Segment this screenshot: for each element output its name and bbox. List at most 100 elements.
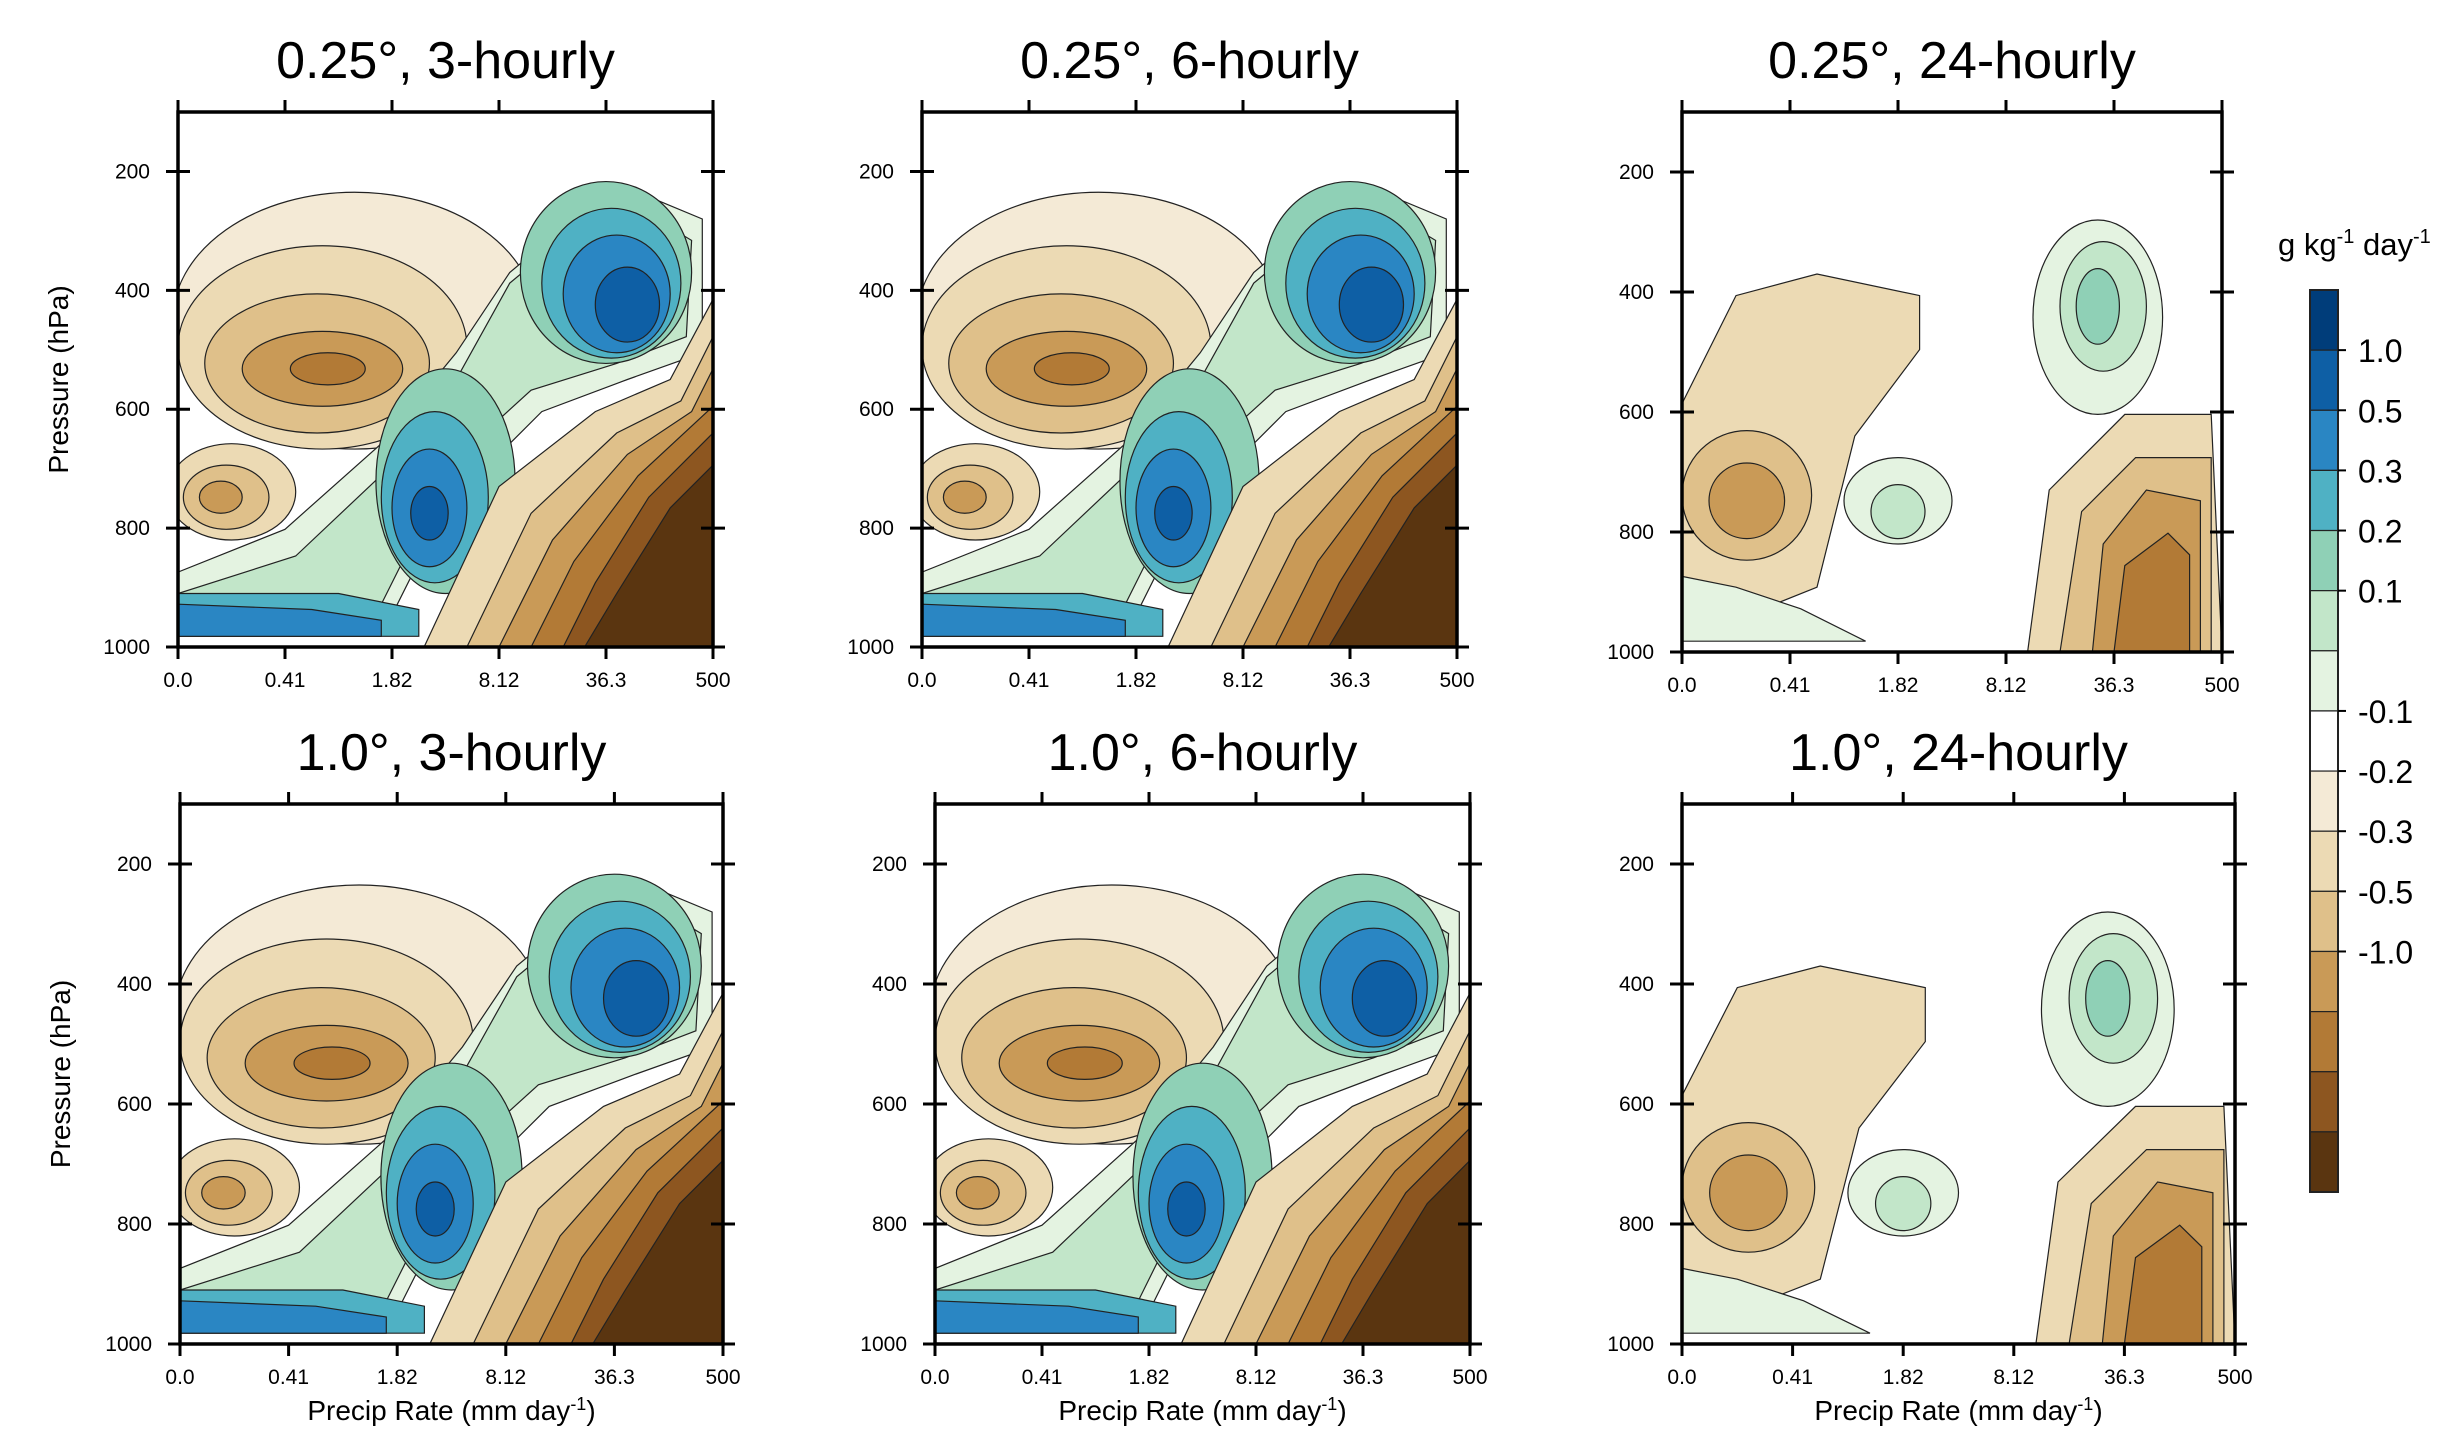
colorbar-label: -0.3 bbox=[2358, 814, 2413, 850]
contour-region bbox=[2075, 268, 2120, 345]
y-tick-label: 1000 bbox=[105, 1333, 152, 1356]
x-tick-label: 0.41 bbox=[1770, 674, 1811, 697]
colorbar-swatch bbox=[2309, 650, 2339, 712]
x-tick-label: 1.82 bbox=[1129, 1366, 1170, 1389]
colorbar-label: -0.1 bbox=[2358, 694, 2413, 730]
panel-6: 0.0 0.41 1.82 8.12 36.3 500 200 400 600 800 1000 1.… bbox=[1607, 724, 2252, 1426]
colorbar-frame bbox=[2309, 289, 2339, 1193]
y-tick-label: 400 bbox=[117, 973, 152, 996]
x-axis-label: Precip Rate (mm day-1) bbox=[307, 1394, 595, 1426]
y-tick-label: 400 bbox=[859, 279, 894, 302]
colorbar-label: -0.5 bbox=[2358, 874, 2413, 910]
colorbar-swatch bbox=[2309, 469, 2339, 532]
y-tick-label: 200 bbox=[1619, 161, 1654, 184]
contour-region bbox=[942, 480, 987, 514]
x-tick-label: 0.41 bbox=[265, 669, 306, 692]
contour-region bbox=[1870, 484, 1926, 540]
panel-1: 0.0 0.41 1.82 8.12 36.3 500 200 400 600 800 1000 0.… bbox=[43, 32, 731, 692]
x-tick-label: 500 bbox=[695, 669, 730, 692]
x-tick-label: 36.3 bbox=[1343, 1366, 1384, 1389]
contour-region bbox=[2085, 960, 2131, 1037]
x-tick-label: 8.12 bbox=[1986, 674, 2027, 697]
x-tick-label: 36.3 bbox=[1330, 669, 1371, 692]
x-tick-label: 500 bbox=[1452, 1366, 1487, 1389]
y-tick-label: 1000 bbox=[103, 636, 150, 659]
y-tick-label: 200 bbox=[859, 160, 894, 183]
y-tick-label: 1000 bbox=[1607, 641, 1654, 664]
x-tick-label: 8.12 bbox=[1236, 1366, 1277, 1389]
contour-region bbox=[180, 1300, 387, 1334]
y-tick-label: 400 bbox=[115, 279, 150, 302]
y-tick-label: 400 bbox=[1619, 281, 1654, 304]
y-tick-label: 800 bbox=[872, 1213, 907, 1236]
x-tick-label: 1.82 bbox=[1116, 669, 1157, 692]
colorbar-swatch bbox=[2309, 1071, 2339, 1133]
contour-region bbox=[591, 1159, 723, 1344]
x-tick-label: 8.12 bbox=[479, 669, 520, 692]
contour-fills bbox=[935, 873, 1470, 1344]
plot-frame bbox=[1680, 110, 2224, 654]
contour-region bbox=[935, 1300, 1139, 1334]
contour-region bbox=[1327, 464, 1457, 647]
x-tick-label: 8.12 bbox=[1223, 669, 1264, 692]
x-tick-label: 0.0 bbox=[1667, 1366, 1696, 1389]
contour-region bbox=[594, 266, 661, 343]
x-tick-label: 8.12 bbox=[485, 1366, 526, 1389]
x-tick-label: 500 bbox=[2204, 674, 2239, 697]
y-tick-label: 1000 bbox=[1607, 1333, 1654, 1356]
y-tick-label: 600 bbox=[1619, 401, 1654, 424]
y-tick-label: 800 bbox=[117, 1213, 152, 1236]
x-tick-label: 0.0 bbox=[165, 1366, 194, 1389]
colorbar-swatch bbox=[2309, 1010, 2339, 1073]
colorbar-swatch bbox=[2309, 590, 2339, 652]
contour-region bbox=[178, 603, 382, 637]
x-axis-label: Precip Rate (mm day-1) bbox=[1058, 1394, 1346, 1426]
plot-frame bbox=[933, 802, 1472, 1346]
contour-region bbox=[1046, 1046, 1123, 1081]
colorbar-label: 0.3 bbox=[2358, 453, 2402, 489]
x-tick-label: 500 bbox=[2217, 1366, 2252, 1389]
contour-region bbox=[1708, 462, 1786, 540]
contour-region bbox=[1154, 485, 1193, 541]
x-tick-label: 1.82 bbox=[372, 669, 413, 692]
y-tick-label: 800 bbox=[859, 517, 894, 540]
y-tick-label: 1000 bbox=[847, 636, 894, 659]
panel-title: 1.0°, 24-hourly bbox=[1789, 724, 2128, 782]
x-tick-label: 0.41 bbox=[1022, 1366, 1063, 1389]
y-tick-label: 600 bbox=[117, 1093, 152, 1116]
x-tick-label: 0.0 bbox=[907, 669, 936, 692]
contour-region bbox=[201, 1176, 246, 1210]
contour-region bbox=[922, 603, 1126, 637]
colorbar-swatch bbox=[2309, 349, 2339, 411]
y-tick-label: 1000 bbox=[860, 1333, 907, 1356]
contour-fills bbox=[922, 180, 1457, 647]
colorbar-swatch bbox=[2309, 529, 2339, 592]
plot-frame bbox=[920, 110, 1459, 649]
x-tick-label: 0.41 bbox=[1772, 1366, 1813, 1389]
contour-region bbox=[289, 352, 366, 386]
panel-3: 0.0 0.41 1.82 8.12 36.3 500 200 400 600 800 1000 0.… bbox=[1607, 32, 2239, 697]
y-tick-label: 200 bbox=[1619, 853, 1654, 876]
colorbar-label: 1.0 bbox=[2358, 333, 2402, 369]
x-tick-label: 36.3 bbox=[2094, 674, 2135, 697]
contour-region bbox=[410, 485, 449, 541]
colorbar-swatch bbox=[2309, 950, 2339, 1013]
colorbar-swatch bbox=[2309, 1131, 2339, 1193]
panel-grid: 0.0 0.41 1.82 8.12 36.3 500 200 400 600 800 1000 0.… bbox=[43, 32, 2253, 1426]
contour-region bbox=[2123, 1224, 2203, 1344]
colorbar-label: 0.5 bbox=[2358, 393, 2402, 429]
contour-region bbox=[1874, 1175, 1932, 1232]
y-axis-label: Pressure (hPa) bbox=[43, 285, 74, 473]
panel-title: 1.0°, 6-hourly bbox=[1048, 724, 1358, 782]
panel-title: 1.0°, 3-hourly bbox=[297, 724, 607, 782]
colorbar-swatch bbox=[2309, 830, 2339, 892]
contour-region bbox=[1167, 1181, 1206, 1237]
x-tick-label: 36.3 bbox=[594, 1366, 635, 1389]
colorbar-label: -1.0 bbox=[2358, 934, 2413, 970]
colorbar-swatch bbox=[2309, 710, 2339, 772]
contour-region bbox=[2113, 532, 2191, 652]
panel-title: 0.25°, 3-hourly bbox=[276, 32, 615, 90]
colorbar-label: 0.1 bbox=[2358, 574, 2402, 610]
y-tick-label: 600 bbox=[872, 1093, 907, 1116]
plot-frame bbox=[176, 110, 715, 649]
